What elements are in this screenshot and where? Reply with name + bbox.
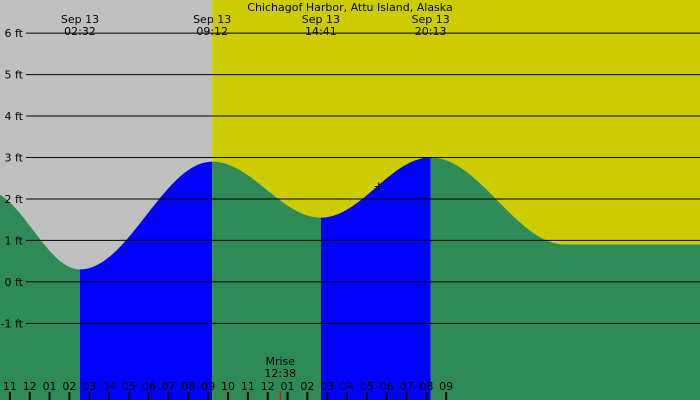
hour-label: 01 — [43, 380, 57, 393]
hour-label: 12 — [23, 380, 37, 393]
hour-label: 01 — [281, 380, 295, 393]
tide-areas — [0, 157, 700, 400]
tide-time-label: 14:41 — [305, 25, 337, 38]
chart-labels: Chichagof Harbor, Attu Island, Alaska 6 … — [1, 1, 454, 393]
hour-label: 03 — [320, 380, 334, 393]
tide-date-label: Sep 13 — [61, 13, 99, 26]
moonrise-label: Mrise — [265, 355, 295, 368]
hour-label: 10 — [221, 380, 235, 393]
y-tick-label: -1 ft — [1, 317, 24, 330]
hour-label: 09 — [439, 380, 453, 393]
hour-label: 06 — [142, 380, 156, 393]
rising-tide-area — [320, 157, 431, 400]
chart-title: Chichagof Harbor, Attu Island, Alaska — [247, 1, 452, 14]
y-tick-label: 0 ft — [5, 276, 24, 289]
current-time-marker — [374, 182, 383, 191]
hour-label: 04 — [102, 380, 116, 393]
hour-label: 08 — [419, 380, 433, 393]
hour-label: 04 — [340, 380, 354, 393]
falling-tide-area — [430, 157, 700, 400]
hour-label: 07 — [162, 380, 176, 393]
tide-time-label: 02:32 — [64, 25, 96, 38]
falling-tide-area — [212, 161, 321, 400]
hour-label: 02 — [300, 380, 314, 393]
falling-tide-area — [0, 194, 80, 400]
hour-label: 05 — [360, 380, 374, 393]
y-tick-label: 6 ft — [5, 27, 24, 40]
grid-lines — [8, 32, 700, 400]
hour-label: 09 — [201, 380, 215, 393]
hour-label: 11 — [3, 380, 17, 393]
hour-label: 12 — [261, 380, 275, 393]
hour-label: 07 — [400, 380, 414, 393]
tide-date-label: Sep 13 — [302, 13, 340, 26]
hour-label: 11 — [241, 380, 255, 393]
y-tick-label: 3 ft — [5, 152, 24, 165]
rising-tide-area — [79, 161, 213, 400]
hour-label: 02 — [62, 380, 76, 393]
hour-label: 06 — [380, 380, 394, 393]
tide-date-label: Sep 13 — [412, 13, 450, 26]
hour-label: 05 — [122, 380, 136, 393]
y-tick-label: 2 ft — [5, 193, 24, 206]
y-tick-label: 4 ft — [5, 110, 24, 123]
hour-label: 08 — [181, 380, 195, 393]
tide-time-label: 20:13 — [415, 25, 447, 38]
y-tick-label: 5 ft — [5, 69, 24, 82]
hour-label: 03 — [82, 380, 96, 393]
y-tick-label: 1 ft — [5, 234, 24, 247]
tide-time-label: 09:12 — [196, 25, 228, 38]
tide-date-label: Sep 13 — [193, 13, 231, 26]
moonrise-time: 12:38 — [264, 367, 296, 380]
